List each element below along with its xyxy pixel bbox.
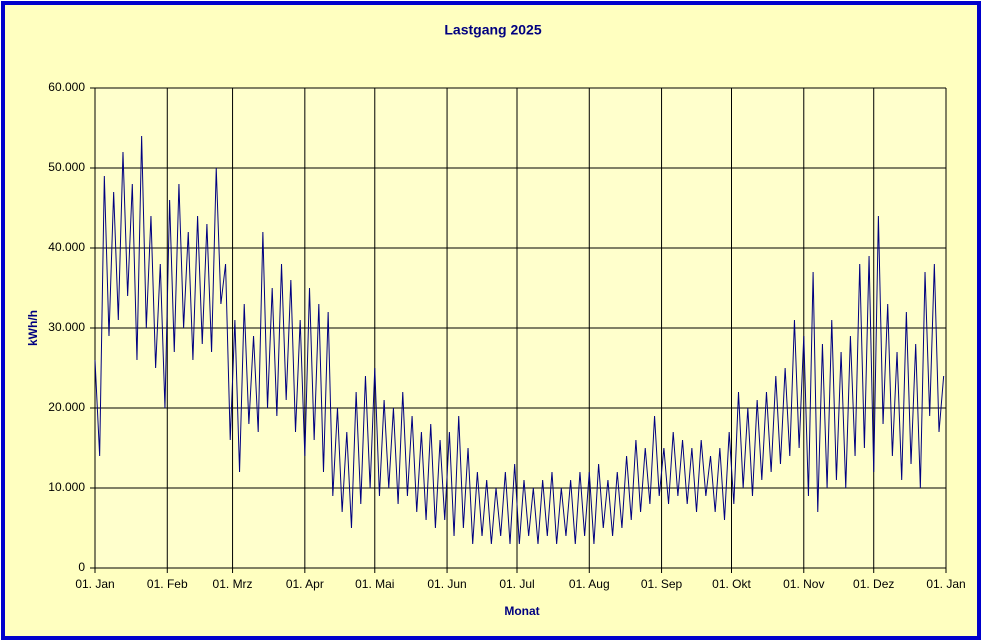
x-tick-label: 01. Jun [427,577,466,591]
x-tick-label: 01. Jan [926,577,965,591]
x-tick-label: 01. Apr [286,577,324,591]
y-tick-label: 50.000 [48,160,85,174]
y-tick-label: 60.000 [48,80,85,94]
y-axis-label: kWh/h [26,310,40,346]
x-tick-label: 01. Sep [641,577,683,591]
chart-title: Lastgang 2025 [444,22,541,38]
load-line [94,135,945,545]
x-tick-label: 01. Nov [783,577,824,591]
x-tick-label: 01. Aug [569,577,610,591]
y-tick-label: 30.000 [48,320,85,334]
y-tick-label: 0 [78,560,85,574]
x-tick-label: 01. Jul [499,577,534,591]
y-tick-label: 40.000 [48,240,85,254]
x-tick-label: 01. Jan [75,577,114,591]
y-tick-label: 20.000 [48,400,85,414]
x-tick-label: 01. Feb [147,577,188,591]
x-tick-label: 01. Okt [712,577,751,591]
x-axis-label: Monat [504,604,539,618]
x-tick-label: 01. Mrz [213,577,253,591]
x-tick-label: 01. Dez [853,577,894,591]
y-tick-label: 10.000 [48,480,85,494]
x-tick-label: 01. Mai [355,577,394,591]
